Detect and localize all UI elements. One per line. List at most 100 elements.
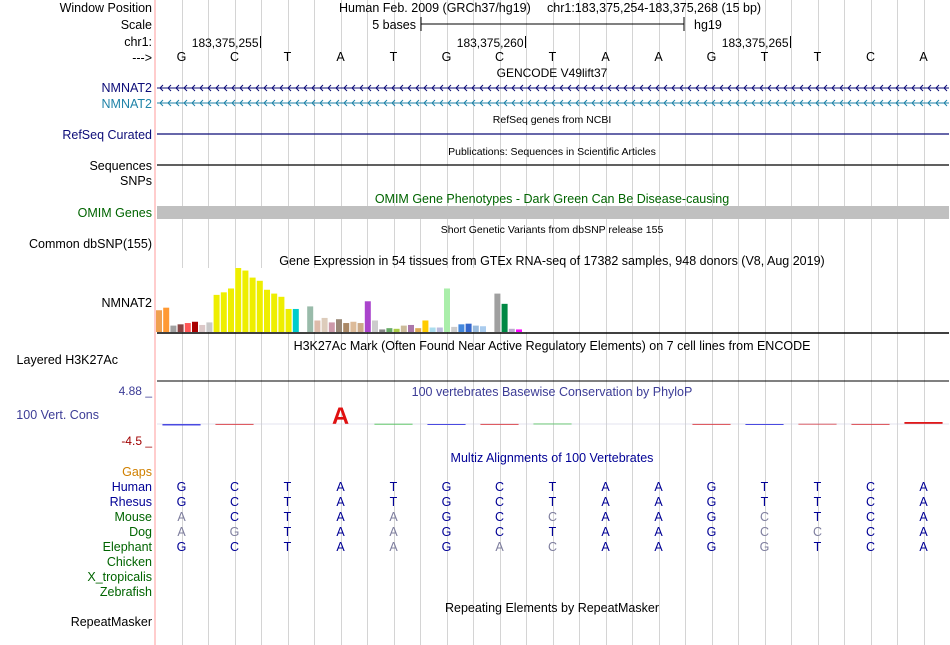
phylop-score-bar[interactable] — [692, 423, 731, 425]
gencode-transcript-1[interactable] — [157, 84, 949, 92]
snps-track-label[interactable]: SNPs — [120, 174, 152, 188]
gtex-track-label[interactable]: NMNAT2 — [102, 296, 153, 310]
gtex-tissue-bar[interactable] — [328, 322, 335, 332]
gtex-tissue-bar[interactable] — [372, 320, 378, 332]
strand-label: ---> — [132, 51, 152, 65]
aligned-base: A — [654, 525, 663, 539]
gtex-tissue-bar[interactable] — [429, 327, 436, 332]
aligned-base: G — [707, 540, 717, 554]
strand-chevrons — [159, 84, 948, 92]
gtex-tissue-bar[interactable] — [170, 325, 177, 332]
gtex-tissue-bar[interactable] — [307, 306, 314, 332]
gtex-tissue-bar[interactable] — [386, 328, 393, 332]
gtex-tissue-bar[interactable] — [156, 310, 162, 332]
omim-track-title: OMIM Gene Phenotypes - Dark Green Can Be… — [375, 192, 729, 206]
gencode-gene-label-1[interactable]: NMNAT2 — [102, 81, 153, 95]
phylop-track-label[interactable]: 100 Vert. Cons — [16, 408, 99, 422]
multiz-gaps-label[interactable]: Gaps — [122, 465, 152, 479]
gtex-tissue-bar[interactable] — [508, 328, 515, 332]
gtex-tissue-bar[interactable] — [314, 320, 321, 332]
species-label[interactable]: Dog — [129, 525, 152, 539]
dbsnp-track-label[interactable]: Common dbSNP(155) — [29, 237, 152, 251]
gtex-tissue-bar[interactable] — [292, 308, 299, 332]
gtex-tissue-bar[interactable] — [336, 319, 342, 332]
species-label[interactable]: Zebrafish — [100, 585, 152, 599]
phylop-score-bar[interactable] — [904, 422, 943, 424]
gtex-tissue-bar[interactable] — [177, 324, 184, 332]
omim-gene-bar[interactable] — [157, 206, 949, 219]
gencode-transcript-2[interactable] — [157, 99, 949, 107]
gtex-tissue-bar[interactable] — [458, 324, 465, 332]
gtex-tissue-bar[interactable] — [264, 289, 270, 332]
gtex-tissue-bar[interactable] — [465, 323, 472, 332]
gencode-gene-label-2[interactable]: NMNAT2 — [102, 97, 153, 111]
gtex-tissue-bar[interactable] — [444, 288, 450, 332]
aligned-base: A — [919, 495, 928, 509]
aligned-base: A — [919, 540, 928, 554]
gtex-tissue-bar[interactable] — [199, 324, 206, 332]
refseq-track-label[interactable]: RefSeq Curated — [62, 128, 152, 142]
gtex-tissue-bar[interactable] — [285, 308, 292, 332]
aligned-base: G — [442, 495, 452, 509]
gtex-tissue-bar[interactable] — [350, 321, 357, 332]
gtex-tissue-bar[interactable] — [278, 296, 285, 332]
gtex-tissue-bar[interactable] — [256, 280, 263, 332]
gtex-tissue-bar[interactable] — [415, 328, 422, 332]
species-label[interactable]: Elephant — [103, 540, 153, 554]
gtex-tissue-bar[interactable] — [192, 321, 198, 332]
gtex-tissue-bar[interactable] — [242, 270, 249, 332]
phylop-score-bar[interactable] — [480, 423, 519, 425]
gtex-tissue-bar[interactable] — [436, 327, 443, 332]
species-label[interactable]: X_tropicalis — [87, 570, 152, 584]
gtex-tissue-bar[interactable] — [321, 317, 328, 332]
phylop-score-bar[interactable] — [851, 423, 890, 425]
species-label[interactable]: Human — [112, 480, 152, 494]
species-label[interactable]: Chicken — [107, 555, 152, 569]
gtex-tissue-bar[interactable] — [206, 322, 213, 332]
gtex-tissue-bar[interactable] — [480, 326, 486, 332]
gtex-tissue-bar[interactable] — [163, 307, 170, 332]
gtex-tissue-bar[interactable] — [364, 301, 371, 332]
gtex-tissue-bar[interactable] — [271, 293, 278, 332]
gtex-tissue-bar[interactable] — [228, 288, 234, 332]
gtex-tissue-bar[interactable] — [249, 277, 256, 332]
gtex-tissue-bar[interactable] — [494, 293, 501, 332]
gtex-tissue-bar[interactable] — [343, 323, 350, 332]
gtex-tissue-bar[interactable] — [184, 323, 191, 332]
gtex-tissue-bar[interactable] — [220, 292, 227, 332]
gtex-tissue-bar[interactable] — [379, 329, 386, 332]
aligned-base: C — [495, 495, 504, 509]
repeatmasker-track-label[interactable]: RepeatMasker — [71, 615, 152, 629]
phylop-score-bar[interactable] — [215, 423, 254, 425]
gtex-tissue-bar[interactable] — [357, 323, 364, 332]
omim-track-label[interactable]: OMIM Genes — [78, 206, 152, 220]
gtex-tissue-bar[interactable] — [516, 329, 522, 332]
gtex-tissue-bar[interactable] — [422, 320, 429, 332]
scale-db-label: hg19 — [694, 18, 722, 32]
species-label[interactable]: Rhesus — [110, 495, 152, 509]
phylop-score-bar[interactable] — [162, 424, 201, 426]
gtex-tissue-bar[interactable] — [393, 328, 400, 332]
gtex-tissue-bar[interactable] — [400, 325, 407, 332]
aligned-base: A — [336, 540, 345, 554]
publications-track-label[interactable]: Sequences — [89, 159, 152, 173]
gtex-tissue-bar[interactable] — [213, 294, 220, 332]
gtex-tissue-bar[interactable] — [408, 324, 414, 332]
h3k27ac-track-label[interactable]: Layered H3K27Ac — [17, 353, 118, 367]
gtex-bar-chart[interactable] — [156, 268, 522, 332]
species-label[interactable]: Mouse — [114, 510, 152, 524]
gtex-tissue-bar[interactable] — [472, 325, 479, 332]
phylop-conservation-plot[interactable]: A — [157, 403, 949, 430]
scale-bar — [420, 17, 685, 31]
phylop-score-bar[interactable] — [745, 424, 784, 425]
phylop-base-mark[interactable]: A — [332, 403, 349, 430]
phylop-score-bar[interactable] — [427, 424, 466, 425]
reference-base: T — [814, 50, 822, 64]
aligned-base: C — [230, 495, 239, 509]
reference-base: G — [177, 50, 187, 64]
reference-base: A — [654, 50, 663, 64]
gtex-tissue-bar[interactable] — [235, 268, 242, 332]
gtex-tissue-bar[interactable] — [501, 303, 508, 332]
gtex-tissue-bar[interactable] — [451, 326, 458, 332]
